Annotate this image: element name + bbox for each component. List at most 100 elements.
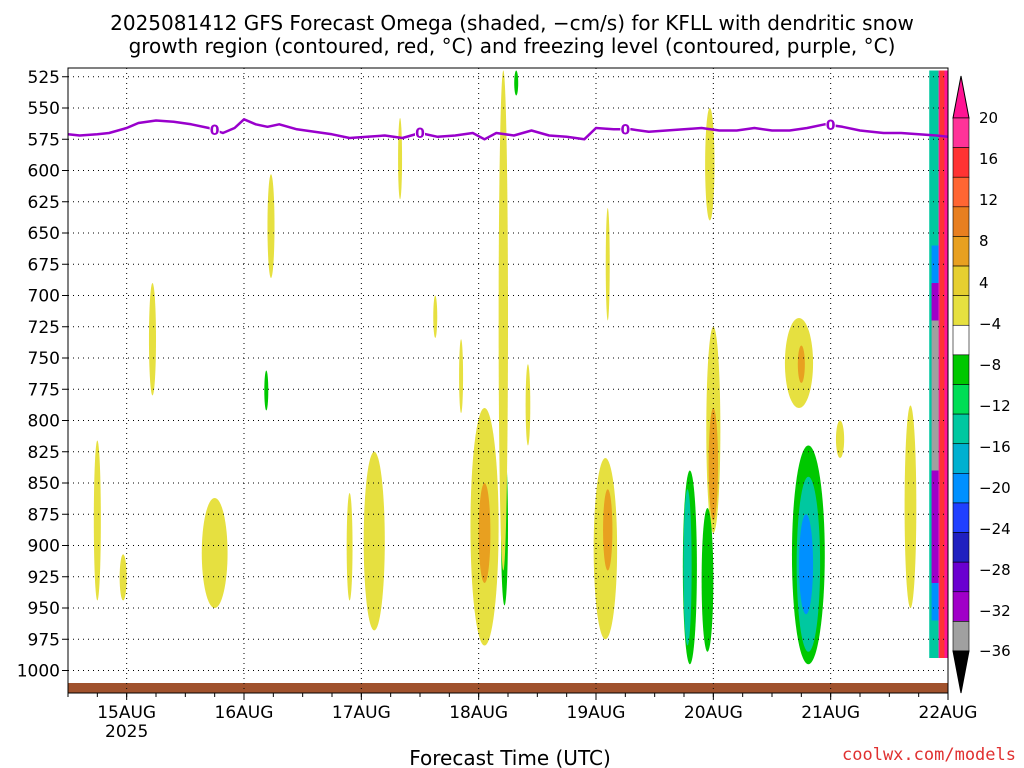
omega-region: [398, 118, 403, 200]
omega-region: [904, 405, 917, 608]
omega-region: [93, 440, 101, 601]
freezing-level-label: 0: [826, 118, 836, 134]
omega-right-edge-columns: [929, 70, 948, 658]
omega-edge-column: [939, 70, 945, 658]
colorbar-label: −16: [979, 438, 1011, 456]
terrain-ground-strip: [68, 683, 948, 693]
colorbar-label: −20: [979, 479, 1011, 497]
y-tick-label: 700: [28, 287, 60, 307]
colorbar-label: 4: [979, 274, 989, 292]
x-tick-label: 19AUG: [567, 703, 626, 723]
y-tick-label: 775: [28, 380, 60, 400]
y-tick-label: 550: [28, 99, 60, 119]
site-credit: coolwx.com/models: [842, 745, 1016, 765]
colorbar-band: [952, 206, 970, 237]
x-tick-sublabel: 2025: [105, 722, 148, 742]
colorbar-band: [952, 561, 970, 593]
chart-title: 2025081412 GFS Forecast Omega (shaded, −…: [110, 11, 914, 58]
omega-region: [708, 408, 719, 521]
freezing-level-label-bg: [415, 125, 425, 139]
freezing-level-label: 0: [210, 123, 220, 139]
y-tick-label: 600: [28, 162, 60, 182]
freezing-level-label-bg: [620, 121, 631, 136]
omega-region: [363, 451, 385, 631]
y-tick-label: 825: [28, 443, 60, 463]
colorbar-band: [952, 502, 970, 533]
chart-title-line-1: 2025081412 GFS Forecast Omega (shaded, −…: [110, 11, 914, 35]
colorbar-band: [952, 532, 970, 563]
colorbar-band: [952, 473, 970, 504]
omega-region: [683, 489, 692, 646]
y-tick-label: 525: [28, 68, 60, 88]
y-tick-label: 750: [28, 349, 60, 369]
colorbar-top-arrow: [952, 75, 970, 119]
freezing-level-label: 0: [620, 122, 630, 138]
x-tick-label: 18AUG: [449, 703, 508, 723]
y-tick-label: 850: [28, 474, 60, 494]
freezing-level-line: [67, 118, 949, 141]
y-tick-label: 650: [28, 224, 60, 244]
omega-edge-column: [931, 283, 939, 321]
omega-region: [201, 498, 228, 608]
colorbar-band: [952, 591, 970, 622]
colorbar-label: −4: [979, 315, 1001, 333]
y-tick-label: 875: [28, 505, 60, 525]
omega-region: [797, 345, 805, 383]
x-tick-label: 15AUG: [97, 703, 156, 723]
y-tick-label: 675: [28, 255, 60, 275]
omega-region: [148, 283, 156, 396]
x-tick-label: 17AUG: [332, 703, 391, 723]
colorbar-label: −32: [979, 602, 1011, 620]
y-tick-label: 625: [28, 193, 60, 213]
freezing-level-label-bg: [209, 122, 220, 137]
x-tick-label: 21AUG: [801, 703, 860, 723]
colorbar-label: 8: [979, 232, 989, 250]
chart-title-line-2: growth region (contoured, red, °C) and f…: [129, 34, 896, 58]
x-tick-label: 22AUG: [919, 703, 978, 723]
terrain-strip: [68, 683, 948, 693]
colorbar-band: [952, 443, 970, 474]
colorbar-label: 12: [979, 191, 998, 209]
freezing-level-contour: 0 0 0 0: [67, 117, 949, 142]
omega-region: [701, 508, 714, 652]
colorbar-label: −8: [979, 356, 1001, 374]
colorbar-band: [952, 384, 970, 415]
omega-region: [498, 70, 508, 571]
y-tick-label: 900: [28, 537, 60, 557]
x-tick-label: 20AUG: [684, 703, 743, 723]
omega-region: [603, 489, 613, 571]
y-tick-label: 1000: [17, 662, 60, 682]
colorbar-band: [952, 354, 970, 385]
freezing-level-label-bg: [825, 117, 836, 132]
omega-region: [705, 108, 715, 221]
omega-edge-column: [931, 320, 939, 471]
colorbar-label: −12: [979, 397, 1011, 415]
y-tick-label: 800: [28, 412, 60, 432]
colorbar-label: −24: [979, 520, 1011, 538]
omega-region: [478, 483, 491, 583]
colorbar-band: [952, 236, 970, 267]
y-tick-label: 575: [28, 130, 60, 150]
omega-region: [514, 70, 519, 96]
omega-region: [605, 208, 610, 321]
colorbar-band: [952, 265, 970, 296]
colorbar-band: [952, 147, 970, 178]
omega-region: [835, 420, 845, 458]
y-tick-label: 725: [28, 318, 60, 338]
colorbar-band: [952, 413, 970, 445]
y-tick-label: 950: [28, 599, 60, 619]
colorbar: 20 16 12 8 4 −4 −8 −12 −16 −20 −24 −28 −32 −36: [952, 75, 1011, 694]
omega-region: [433, 295, 438, 338]
y-axis-pressure-ticks: 525 550 575 600 625 650 675 700 725 750 775 800 825 8…: [17, 68, 68, 682]
colorbar-band: [952, 176, 970, 208]
colorbar-label: 16: [979, 150, 998, 168]
colorbar-label: −36: [979, 642, 1011, 660]
dotted-gridlines: [68, 68, 948, 693]
omega-region: [346, 493, 353, 601]
omega-region: [267, 174, 275, 278]
colorbar-band: [952, 117, 970, 148]
colorbar-band: [952, 295, 970, 326]
omega-region: [264, 370, 269, 411]
omega-region: [459, 339, 464, 413]
omega-region: [798, 514, 814, 615]
